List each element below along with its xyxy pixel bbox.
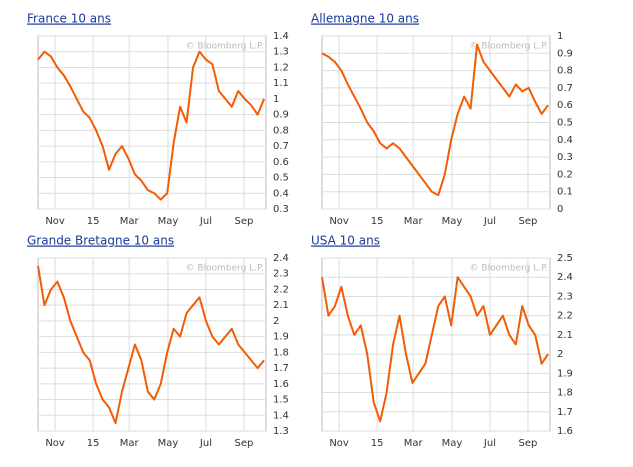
y-tick-label: 0.9 [557, 48, 573, 59]
y-tick-label: 0.7 [273, 141, 289, 152]
y-tick-label: 1.8 [273, 347, 289, 358]
y-tick-label: 0.6 [273, 157, 289, 168]
plot-area [37, 257, 267, 432]
y-tick-label: 1.9 [557, 368, 573, 379]
x-tick-label: Sep [519, 216, 538, 227]
x-tick-label: May [158, 438, 179, 449]
y-tick-label: 0.3 [557, 152, 573, 163]
y-tick-label: 0.8 [557, 66, 573, 77]
y-tick-label: 1.3 [273, 426, 289, 437]
watermark: © Bloomberg L.P. [470, 42, 548, 52]
watermark: © Bloomberg L.P. [186, 42, 264, 52]
chart-title[interactable]: Allemagne 10 ans [311, 12, 419, 26]
y-tick-label: 2.4 [557, 272, 573, 283]
chart-title[interactable]: Grande Bretagne 10 ans [27, 234, 174, 248]
y-tick-label: 0.7 [557, 83, 573, 94]
y-tick-label: 2 [273, 316, 279, 327]
y-tick-label: 2.2 [557, 311, 573, 322]
x-tick-label: Jul [483, 216, 496, 227]
line-series [37, 50, 266, 201]
x-tick-label: Mar [120, 216, 140, 227]
y-tick-label: 2.4 [273, 253, 289, 264]
x-tick-label: 15 [371, 438, 384, 449]
y-tick-label: 2.1 [557, 330, 573, 341]
y-tick-label: 1.3 [273, 47, 289, 58]
y-tick-label: 0 [557, 204, 563, 215]
x-tick-label: Mar [404, 216, 424, 227]
y-tick-label: 1 [273, 94, 279, 105]
x-tick-label: Sep [235, 438, 254, 449]
plot-area [321, 257, 551, 432]
y-tick-label: 1.7 [273, 363, 289, 374]
y-tick-label: 2.3 [557, 291, 573, 302]
x-tick-label: May [158, 216, 179, 227]
y-tick-label: 1.5 [273, 395, 289, 406]
y-tick-label: 1 [557, 31, 563, 42]
y-tick-label: 0.2 [557, 169, 573, 180]
chart-title[interactable]: France 10 ans [27, 12, 111, 26]
x-tick-label: Mar [120, 438, 140, 449]
y-tick-label: 2.2 [273, 284, 289, 295]
watermark: © Bloomberg L.P. [186, 264, 264, 274]
y-tick-label: 0.1 [557, 187, 573, 198]
x-tick-label: Mar [404, 438, 424, 449]
y-tick-label: 1.9 [273, 332, 289, 343]
x-tick-label: Nov [329, 438, 349, 449]
y-tick-label: 1.2 [273, 62, 289, 73]
y-tick-label: 1.4 [273, 410, 289, 421]
y-tick-label: 0.5 [557, 118, 573, 129]
x-tick-label: Nov [45, 438, 65, 449]
x-tick-label: Jul [483, 438, 496, 449]
y-tick-label: 1.6 [273, 379, 289, 390]
y-tick-label: 0.4 [557, 135, 573, 146]
line-series [321, 43, 549, 197]
y-tick-label: 1.8 [557, 388, 573, 399]
line-series [37, 265, 265, 425]
x-tick-label: Nov [45, 216, 65, 227]
y-tick-label: 2 [557, 349, 563, 360]
x-tick-label: 15 [371, 216, 384, 227]
line-series [321, 276, 549, 423]
y-tick-label: 1.1 [273, 78, 289, 89]
y-tick-label: 0.4 [273, 188, 289, 199]
y-tick-label: 0.3 [273, 204, 289, 215]
y-tick-label: 0.6 [557, 100, 573, 111]
chart-title[interactable]: USA 10 ans [311, 234, 380, 248]
y-tick-label: 1.7 [557, 407, 573, 418]
y-tick-label: 2.1 [273, 300, 289, 311]
x-tick-label: Jul [199, 438, 212, 449]
watermark: © Bloomberg L.P. [470, 264, 548, 274]
y-tick-label: 0.9 [273, 110, 289, 121]
x-tick-label: May [442, 216, 463, 227]
x-tick-label: May [442, 438, 463, 449]
x-tick-label: Sep [519, 438, 538, 449]
plot-area [37, 35, 267, 210]
x-tick-label: Jul [199, 216, 212, 227]
x-tick-label: Nov [329, 216, 349, 227]
y-tick-label: 2.3 [273, 269, 289, 280]
y-tick-label: 1.4 [273, 31, 289, 42]
y-tick-label: 0.8 [273, 125, 289, 136]
x-tick-label: 15 [87, 438, 100, 449]
y-tick-label: 0.5 [273, 173, 289, 184]
y-tick-label: 2.5 [557, 253, 573, 264]
y-tick-label: 1.6 [557, 426, 573, 437]
x-tick-label: 15 [87, 216, 100, 227]
x-tick-label: Sep [235, 216, 254, 227]
